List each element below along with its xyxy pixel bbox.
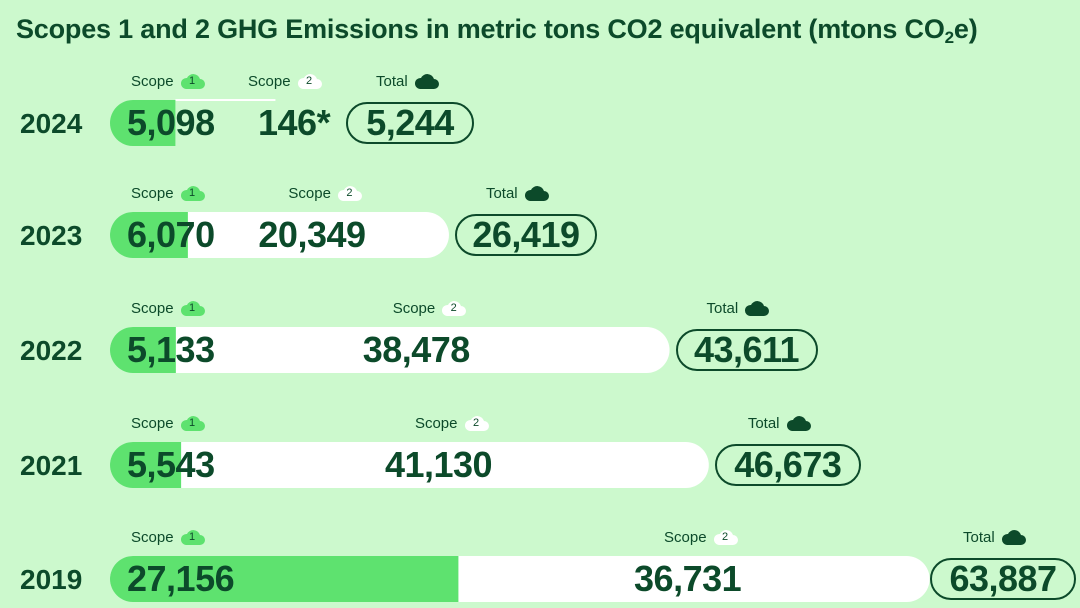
scope1-cloud-icon: 1 — [180, 415, 205, 431]
title-subscript: 2 — [944, 28, 954, 47]
total-cloud-icon — [524, 185, 549, 201]
total-cloud-icon — [414, 73, 439, 89]
scope1-value-2024: 5,098 — [127, 102, 215, 143]
scope2-value-2023: 20,349 — [258, 214, 366, 255]
scope1-cloud-icon: 1 — [180, 185, 205, 201]
legend-total-2024: Total — [376, 73, 439, 89]
scope2-cloud-icon: 2 — [464, 415, 489, 431]
scope1-value-2022: 5,133 — [127, 329, 215, 370]
scope2-value-2024: 146* — [258, 102, 331, 143]
year-label-2023: 2023 — [20, 220, 83, 251]
scope1-bar-2021 — [110, 442, 182, 488]
scope2-bar-2021 — [110, 442, 709, 488]
scope1-bar-2023 — [110, 212, 188, 258]
scope2-value-2022: 38,478 — [362, 329, 471, 370]
legend-scope1-2022: Scope 1 — [131, 300, 205, 316]
year-label-2019: 2019 — [20, 564, 83, 595]
scope1-cloud-icon: 1 — [180, 73, 205, 89]
legend-total-2019: Total — [963, 529, 1026, 545]
year-label-2021: 2021 — [20, 450, 83, 481]
scope2-value-2019: 36,731 — [634, 558, 742, 599]
total-value-2023: 26,419 — [454, 214, 597, 256]
legend-scope1-2023: Scope 1 — [131, 185, 205, 201]
legend-scope2-2019: Scope 2 — [664, 529, 738, 545]
legend-scope2-2024: Scope 2 — [248, 73, 322, 89]
scope1-cloud-icon: 1 — [180, 529, 205, 545]
year-label-2024: 2024 — [20, 108, 83, 139]
total-cloud-icon — [744, 300, 770, 316]
scope1-value-2021: 5,543 — [127, 444, 215, 485]
total-cloud-icon — [1001, 529, 1026, 545]
total-value-2022: 43,611 — [675, 329, 818, 371]
total-value-2024: 5,244 — [346, 102, 474, 144]
legend-scope2-2023: Scope 2 — [288, 185, 362, 201]
legend-scope1-2024: Scope 1 — [131, 73, 205, 89]
legend-total-2021: Total — [748, 415, 811, 431]
scope2-cloud-icon: 2 — [297, 73, 322, 89]
scope1-bar-2024 — [110, 100, 176, 146]
legend-scope1-2021: Scope 1 — [131, 415, 205, 431]
scope1-value-2023: 6,070 — [127, 214, 215, 255]
total-cloud-icon — [786, 415, 811, 431]
scope2-cloud-icon: 2 — [441, 300, 467, 316]
scope2-value-2021: 41,130 — [384, 444, 493, 485]
scope1-bar-2019 — [110, 556, 459, 602]
scope1-bar-2022 — [110, 327, 176, 373]
total-value-2021: 46,673 — [714, 444, 861, 486]
chart-title: Scopes 1 and 2 GHG Emissions in metric t… — [16, 14, 978, 47]
scope2-bar-2023 — [110, 212, 449, 258]
scope1-value-2019: 27,156 — [127, 558, 235, 599]
scope2-cloud-icon: 2 — [337, 185, 362, 201]
legend-total-2022: Total — [707, 300, 770, 316]
legend-scope2-2021: Scope 2 — [415, 415, 489, 431]
legend-total-2023: Total — [486, 185, 549, 201]
legend-scope2-2022: Scope 2 — [393, 300, 467, 316]
scope2-cloud-icon: 2 — [713, 529, 738, 545]
legend-scope1-2019: Scope 1 — [131, 529, 205, 545]
scope2-bar-2022 — [110, 327, 670, 373]
total-value-2019: 63,887 — [930, 558, 1076, 600]
scope2-bar-2024 — [175, 99, 276, 101]
scope1-cloud-icon: 1 — [180, 300, 205, 316]
year-label-2022: 2022 — [20, 335, 83, 366]
